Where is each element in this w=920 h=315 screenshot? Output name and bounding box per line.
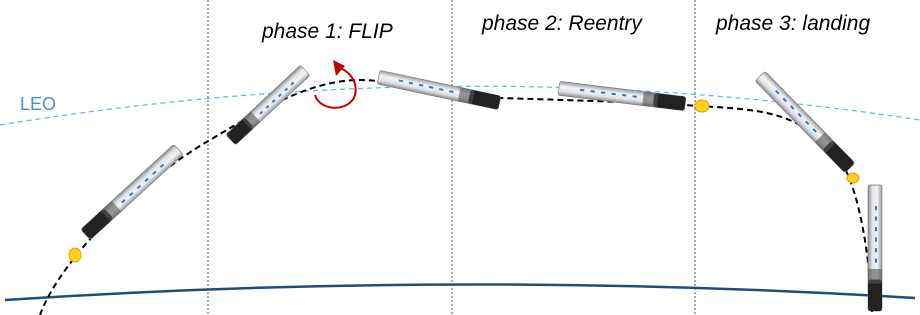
engine-burns bbox=[69, 100, 859, 262]
phase-dividers bbox=[208, 0, 695, 315]
rocket bbox=[558, 81, 686, 110]
orbit-label: LEO bbox=[20, 94, 56, 114]
rocket bbox=[755, 71, 855, 173]
phase-label: phase 1: FLIP bbox=[261, 20, 393, 43]
flip-arrowhead bbox=[333, 60, 345, 76]
flip-arrow bbox=[315, 68, 356, 108]
phase-label: phase 3: landing bbox=[715, 12, 870, 35]
earth-surface bbox=[5, 284, 915, 300]
rocket bbox=[226, 65, 310, 145]
rocket bbox=[377, 70, 501, 109]
rocket bbox=[868, 185, 882, 311]
rocket bbox=[81, 144, 183, 239]
phase-label: phase 2: Reentry bbox=[481, 12, 643, 35]
diagram: LEO phase 1: FLIP phase 2: Reentry phase… bbox=[0, 0, 920, 315]
trajectory bbox=[40, 80, 872, 315]
page: LEO phase 1: FLIP phase 2: Reentry phase… bbox=[0, 0, 920, 315]
